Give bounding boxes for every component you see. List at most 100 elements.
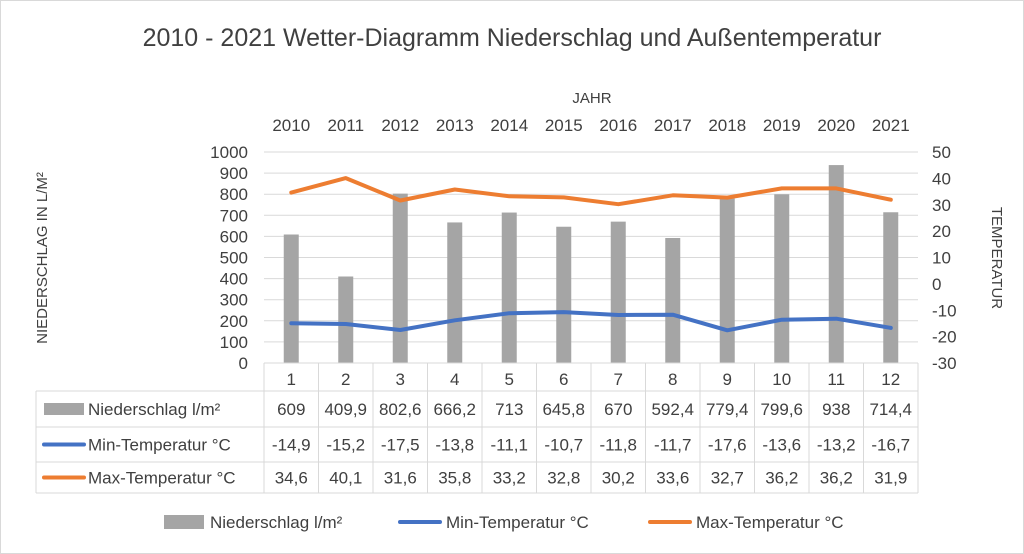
table-cell: -13,8 [435,436,474,455]
bar [610,221,626,363]
table-cell: 670 [604,400,632,419]
bar [556,226,572,363]
bar [501,212,517,363]
y-tick-label: 1000 [210,143,248,162]
year-label: 2011 [327,116,364,135]
year-label: 2019 [763,116,801,135]
y2-tick-label: 40 [932,169,951,188]
category-label: 10 [772,370,791,389]
table-cell: 31,6 [384,469,417,488]
bar [719,198,735,363]
y-tick-label: 0 [239,354,248,373]
table-cell: 35,8 [438,469,471,488]
category-label: 2 [341,370,350,389]
bar [392,193,408,363]
y2-tick-label: 20 [932,222,951,241]
table-cell: 666,2 [433,400,476,419]
bar [774,194,790,363]
legend-key-bar [164,515,204,529]
table-cell: -17,6 [708,436,747,455]
table-cell: 36,2 [765,469,798,488]
table-cell: 938 [822,400,850,419]
y-tick-label: 800 [220,185,248,204]
table-cell: 714,4 [869,400,912,419]
category-label: 12 [881,370,900,389]
legend-label: Niederschlag l/m² [210,513,343,532]
table-cell: -17,5 [381,436,420,455]
table-cell: 36,2 [820,469,853,488]
y2-tick-label: -10 [932,301,957,320]
table-cell: 609 [277,400,305,419]
legend-label: Max-Temperatur °C [696,513,844,532]
table-cell: 33,6 [656,469,689,488]
y2-tick-label: -20 [932,328,957,347]
y-axis-title: NIEDERSCHLAG IN L/M² [34,172,51,344]
y-tick-label: 500 [220,249,248,268]
year-label: 2013 [436,116,474,135]
category-label: 4 [450,370,459,389]
year-label: 2021 [872,116,910,135]
category-label: 6 [559,370,568,389]
y-tick-label: 300 [220,291,248,310]
bar [447,222,463,363]
y2-tick-label: 0 [932,275,941,294]
y-tick-label: 900 [220,164,248,183]
table-cell: 409,9 [324,400,367,419]
table-series-label: Niederschlag l/m² [88,400,221,419]
y-tick-label: 100 [220,333,248,352]
legend-label: Min-Temperatur °C [446,513,589,532]
y2-tick-label: -30 [932,354,957,373]
table-cell: -16,7 [871,436,910,455]
table-cell: 592,4 [651,400,694,419]
y-tick-label: 200 [220,312,248,331]
bar [828,165,844,363]
year-label: 2017 [654,116,692,135]
table-cell: -10,7 [544,436,583,455]
y2-tick-label: 30 [932,196,951,215]
table-cell: 30,2 [602,469,635,488]
chart-title: 2010 - 2021 Wetter-Diagramm Niederschlag… [143,24,882,52]
table-cell: -11,1 [491,436,529,455]
table-cell: 40,1 [329,469,362,488]
category-label: 11 [827,370,845,389]
table-legend-key-bar [44,403,84,415]
table-cell: 34,6 [275,469,308,488]
y-tick-label: 400 [220,270,248,289]
table-cell: 645,8 [542,400,585,419]
table-series-label: Max-Temperatur °C [88,469,236,488]
top-axis-title: JAHR [572,90,611,107]
category-label: 7 [614,370,623,389]
table-cell: 33,2 [493,469,526,488]
category-label: 5 [505,370,514,389]
y2-axis-title: TEMPERATUR [988,207,1005,309]
table-cell: 32,7 [711,469,744,488]
year-label: 2018 [708,116,746,135]
bar [665,238,681,363]
y-tick-label: 700 [220,206,248,225]
max-temperature-line [289,176,893,207]
y-tick-label: 600 [220,227,248,246]
year-label: 2012 [381,116,419,135]
category-label: 1 [287,370,296,389]
year-label: 2020 [817,116,855,135]
bar [283,234,299,363]
category-label: 8 [668,370,677,389]
year-label: 2010 [272,116,310,135]
table-cell: -13,2 [817,436,856,455]
year-label: 2014 [490,116,528,135]
year-label: 2016 [599,116,637,135]
bar [883,212,899,363]
y2-tick-label: 50 [932,143,951,162]
category-label: 3 [396,370,405,389]
year-label: 2015 [545,116,583,135]
table-cell: 802,6 [379,400,422,419]
table-cell: 799,6 [760,400,803,419]
table-cell: 31,9 [874,469,907,488]
table-cell: -13,6 [762,436,801,455]
table-series-label: Min-Temperatur °C [88,436,231,455]
table-cell: -15,2 [326,436,365,455]
table-cell: -11,7 [654,436,692,455]
table-cell: 32,8 [547,469,580,488]
y2-tick-label: 10 [932,249,951,268]
